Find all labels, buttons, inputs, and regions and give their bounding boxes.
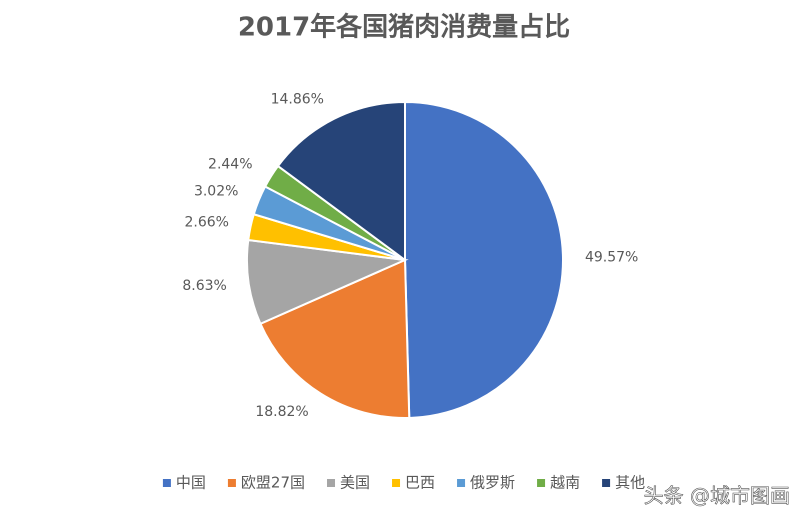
watermark: 头条 @城市图画 [644, 484, 790, 508]
legend-swatch [537, 479, 546, 487]
legend-swatch [227, 479, 236, 487]
data-label: 3.02% [194, 184, 238, 200]
legend-label: 中国 [176, 474, 206, 492]
pie-slice [259, 258, 411, 419]
pie-slice [404, 100, 564, 419]
data-label: 14.86% [271, 91, 324, 107]
data-label: 49.57% [585, 250, 638, 266]
legend-label: 俄罗斯 [470, 474, 515, 492]
legend-swatch [327, 479, 336, 487]
legend-swatch [602, 479, 611, 487]
legend: 中国 欧盟27国 美国 巴西 俄罗斯 越南 其他 [162, 474, 645, 492]
data-label: 2.66% [184, 214, 228, 230]
legend-label: 其他 [615, 474, 645, 492]
legend-label: 欧盟27国 [241, 474, 305, 492]
legend-swatch [457, 479, 466, 487]
legend-label: 越南 [550, 474, 580, 492]
data-label: 18.82% [255, 404, 308, 420]
legend-swatch [392, 479, 401, 487]
pie-slice [276, 100, 406, 262]
legend-swatch [162, 479, 171, 487]
legend-label: 巴西 [405, 474, 435, 492]
legend-label: 美国 [340, 474, 370, 492]
pie-slice [246, 238, 409, 326]
chart-title: 2017年各国猪肉消费量占比 [238, 12, 570, 43]
data-label: 2.44% [208, 156, 252, 172]
data-label: 8.63% [182, 278, 226, 294]
